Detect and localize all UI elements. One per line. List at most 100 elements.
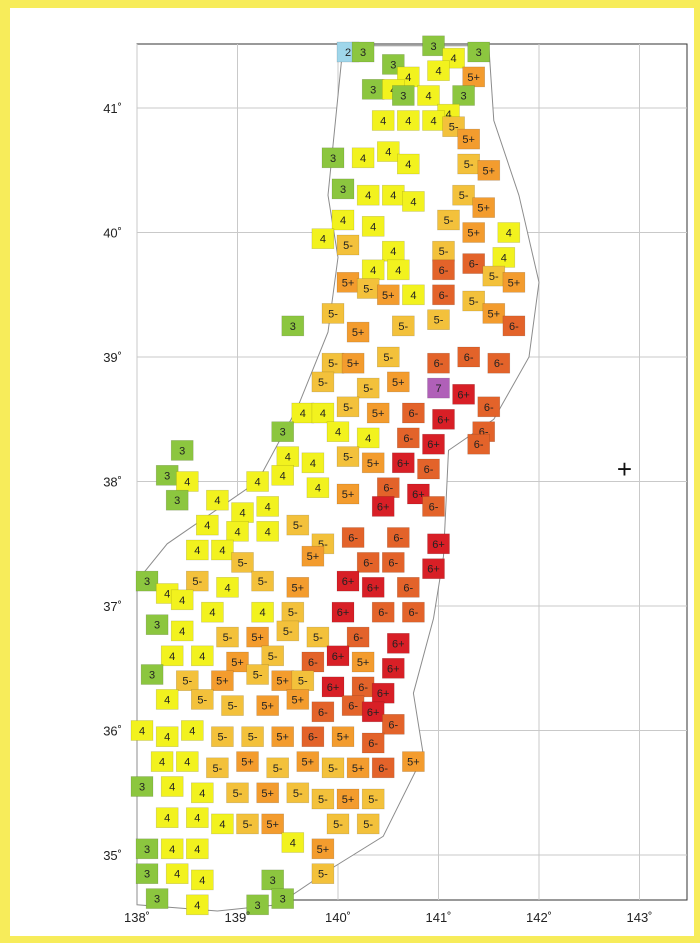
station-intensity-label: 6+: [397, 458, 410, 470]
latitude-tick-label: 40˚: [103, 226, 122, 241]
intensity-station-5-: 5-: [291, 670, 315, 692]
station-intensity-label: 5-: [228, 701, 238, 713]
station-box: [135, 570, 159, 592]
station-intensity-label: 5+: [462, 134, 475, 146]
intensity-station-6-: 6-: [487, 352, 511, 374]
station-box: [331, 601, 355, 623]
intensity-station-5+: 5+: [271, 726, 295, 748]
station-box: [286, 576, 310, 598]
station-box: [427, 377, 450, 399]
station-intensity-label: 5-: [318, 869, 328, 881]
intensity-station-5-: 5-: [432, 240, 455, 262]
intensity-station-4: 4: [361, 216, 385, 237]
intensity-station-3: 3: [271, 888, 295, 909]
station-box: [351, 41, 375, 63]
station-intensity-label: 5+: [317, 844, 330, 856]
station-box: [386, 259, 410, 281]
station-intensity-label: 5+: [337, 732, 350, 744]
station-box: [361, 452, 385, 474]
station-intensity-label: 6-: [348, 533, 358, 545]
station-box: [145, 614, 169, 636]
station-box: [301, 726, 325, 748]
intensity-station-6+: 6+: [427, 533, 450, 555]
station-intensity-label: 4: [260, 607, 266, 619]
station-intensity-label: 5-: [328, 308, 338, 320]
station-intensity-label: 5-: [283, 626, 293, 638]
station-intensity-label: 5-: [439, 246, 449, 258]
station-box: [216, 626, 239, 648]
station-intensity-label: 6-: [353, 632, 363, 644]
station-intensity-label: 5-: [182, 676, 192, 688]
station-box: [427, 533, 450, 555]
station-intensity-label: 6-: [409, 607, 419, 619]
intensity-station-5+: 5+: [296, 751, 320, 772]
longitude-tick-label: 142˚: [526, 910, 552, 925]
station-box: [321, 757, 345, 779]
intensity-station-3: 3: [130, 776, 154, 797]
station-box: [160, 776, 184, 797]
station-intensity-label: 5+: [302, 757, 315, 769]
intensity-station-4: 4: [381, 240, 405, 262]
station-box: [311, 863, 335, 885]
intensity-station-6-: 6-: [376, 477, 400, 499]
station-box: [427, 60, 450, 82]
intensity-station-4: 4: [170, 620, 194, 642]
latitude-tick-label: 39˚: [103, 350, 122, 365]
station-intensity-label: 5-: [363, 819, 373, 831]
intensity-station-5-: 5-: [176, 670, 199, 692]
station-intensity-label: 3: [154, 894, 160, 906]
station-intensity-label: 4: [410, 196, 416, 208]
intensity-station-5+: 5+: [351, 651, 375, 673]
station-box: [311, 701, 335, 723]
station-intensity-label: 4: [390, 246, 396, 258]
station-intensity-label: 4: [194, 545, 200, 557]
station-intensity-label: 4: [239, 508, 245, 520]
station-box: [170, 620, 194, 642]
intensity-station-5-: 5-: [266, 757, 290, 779]
station-intensity-label: 6-: [509, 321, 519, 333]
intensity-station-4: 4: [427, 60, 450, 82]
intensity-station-3: 3: [140, 664, 164, 685]
intensity-station-4: 4: [186, 807, 209, 829]
intensity-station-6+: 6+: [381, 657, 405, 679]
station-intensity-label: 4: [199, 788, 205, 800]
station-intensity-label: 4: [390, 190, 396, 202]
station-intensity-label: 4: [320, 234, 326, 246]
intensity-station-3: 3: [145, 614, 169, 636]
station-box: [191, 782, 214, 804]
station-box: [341, 352, 365, 374]
intensity-station-5-: 5-: [311, 371, 335, 393]
station-intensity-label: 6-: [358, 682, 368, 694]
station-intensity-label: 6-: [474, 439, 484, 451]
intensity-station-3: 3: [165, 489, 189, 511]
station-box: [321, 676, 345, 698]
station-intensity-label: 2: [345, 47, 351, 59]
station-intensity-label: 6+: [342, 576, 355, 588]
station-intensity-label: 4: [194, 813, 200, 825]
intensity-station-6+: 6+: [386, 632, 410, 654]
intensity-station-5+: 5+: [336, 788, 360, 810]
intensity-station-4: 4: [211, 813, 234, 835]
station-intensity-label: 5-: [238, 557, 248, 569]
station-box: [311, 402, 335, 424]
station-box: [502, 271, 526, 293]
intensity-station-6-: 6-: [381, 552, 405, 573]
intensity-station-4: 4: [306, 477, 330, 499]
intensity-station-6+: 6+: [336, 570, 360, 592]
station-intensity-label: 4: [184, 757, 190, 769]
station-intensity-label: 5+: [488, 308, 501, 320]
station-intensity-label: 6-: [429, 501, 439, 513]
station-intensity-label: 6-: [388, 719, 398, 731]
intensity-station-4: 4: [331, 209, 355, 231]
intensity-station-3: 3: [135, 570, 159, 592]
intensity-station-5+: 5+: [336, 271, 360, 293]
intensity-station-6-: 6-: [381, 713, 405, 735]
intensity-station-6+: 6+: [422, 433, 445, 455]
station-intensity-label: 5-: [434, 315, 444, 327]
station-box: [301, 545, 325, 567]
station-box: [371, 496, 395, 517]
station-box: [261, 645, 285, 667]
station-box: [351, 147, 375, 169]
latitude-tick-label: 37˚: [103, 599, 122, 614]
station-box: [376, 141, 400, 162]
